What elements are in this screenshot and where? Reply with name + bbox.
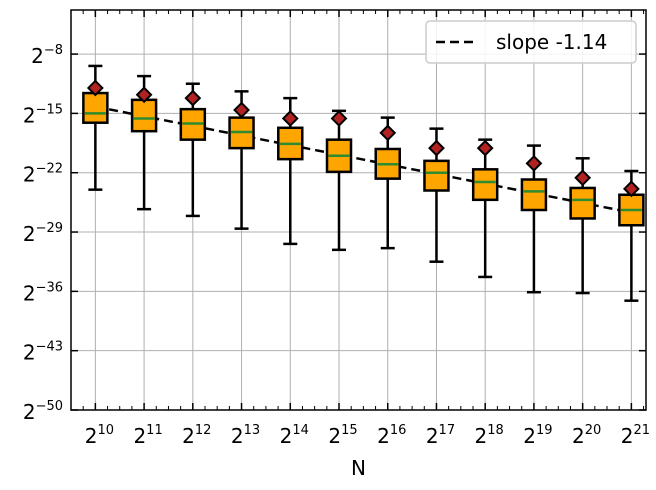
box-0 [82,64,109,191]
mean-marker-3 [233,101,250,119]
box-5 [325,109,353,252]
y-tick-label-2: 2−22 [23,162,63,187]
y-tick-label-6: 2−50 [23,399,63,424]
x-tick-label-0: 210 [85,423,114,448]
tick-labels: 210 211 212 213 214 215 216 217 218 219 220 221 2−8 2… [23,43,650,448]
fit-line-layer [95,105,632,214]
mean-marker-9 [525,154,543,172]
box-2 [179,82,207,218]
mean-marker-11 [622,180,640,198]
box-6 [374,116,401,250]
legend: slope -1.14 [425,20,637,64]
box-8 [471,138,499,279]
x-tick-label-3: 213 [231,423,260,448]
axes-frame [70,9,647,411]
grid [71,10,646,411]
box-11 [618,169,645,302]
y-tick-label-4: 2−36 [23,280,63,305]
mean-marker-7 [428,139,445,157]
box-body [423,159,450,192]
legend-entry-slope: slope -1.14 [496,30,607,54]
box-9 [520,144,548,294]
x-tick-label-6: 216 [377,423,406,448]
x-tick-label-5: 215 [328,423,357,448]
fit-line [95,105,632,214]
mean-marker-4 [281,110,299,127]
box-7 [423,127,450,263]
x-tick-label-1: 211 [133,423,162,448]
x-tick-label-8: 218 [475,423,504,448]
x-tick-label-7: 217 [426,423,455,448]
mean-markers [86,79,640,198]
box-plot-series [82,64,645,302]
mean-marker-8 [476,139,494,157]
y-tick-label-5: 2−43 [23,340,63,365]
box-body [520,178,548,212]
box-body [82,91,109,124]
box-body [130,98,158,133]
x-tick-label-9: 219 [523,423,552,448]
box-body [569,186,596,220]
x-tick-label-4: 214 [280,423,309,448]
y-tick-label-3: 2−29 [23,221,63,246]
x-tick-label-11: 221 [621,423,650,448]
x-tick-label-10: 220 [572,423,601,448]
legend-frame [425,20,637,64]
mean-marker-5 [330,110,348,127]
mean-marker-6 [379,124,397,142]
x-axis-label: N [351,456,366,480]
mean-marker-10 [574,169,592,187]
plot-frame [70,9,647,411]
y-tick-label-1: 2−15 [23,102,63,127]
ticks [70,10,646,411]
box-4 [277,96,304,246]
mean-marker-1 [135,86,153,104]
x-tick-label-2: 212 [182,423,211,448]
y-tick-label-0: 2−8 [31,43,63,68]
mean-marker-0 [86,79,104,97]
mean-marker-2 [184,89,202,107]
box-body [471,168,499,202]
